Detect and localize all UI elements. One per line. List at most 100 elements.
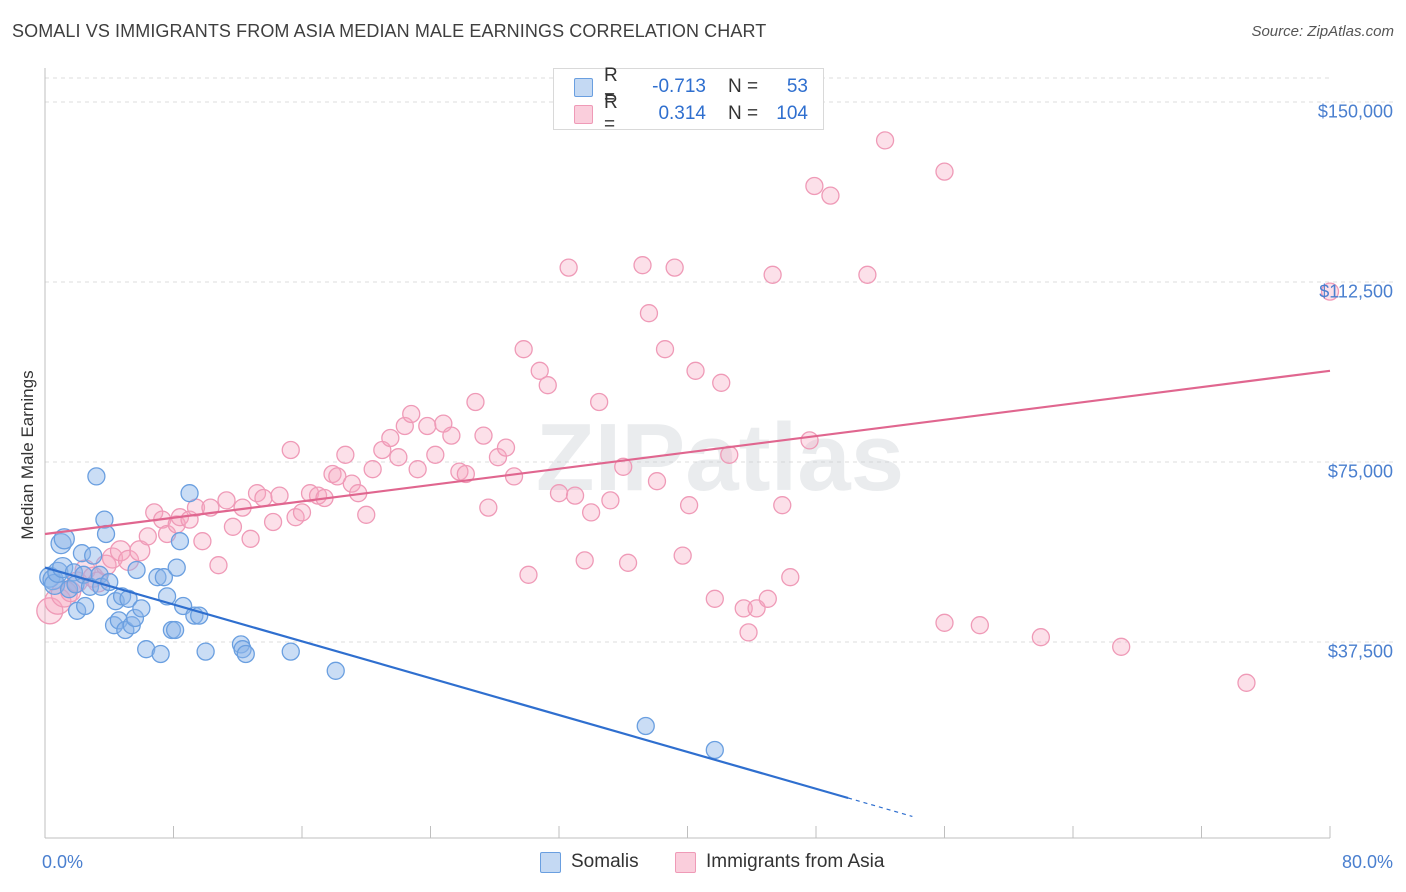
somali-point <box>151 644 170 664</box>
asia-point <box>402 404 421 424</box>
asia-point <box>418 416 437 436</box>
asia-point <box>739 623 758 642</box>
legend-r-label: R = <box>604 92 618 135</box>
asia-point <box>270 486 289 505</box>
asia-point <box>363 460 382 479</box>
somali-trend-extension <box>847 797 913 818</box>
somali-points <box>39 467 724 760</box>
bottom-legend-swatch-asia <box>675 851 696 873</box>
asia-point <box>408 460 427 479</box>
somali-point <box>165 620 185 640</box>
asia-point <box>734 599 753 618</box>
asia-point <box>618 553 638 572</box>
asia-point <box>223 517 243 536</box>
somali-point <box>236 644 255 664</box>
asia-point <box>1320 282 1340 301</box>
asia-point <box>875 131 895 150</box>
legend-r-value-asia: 0.314 <box>658 103 706 124</box>
asia-point <box>328 467 347 486</box>
asia-point <box>389 448 408 467</box>
legend-r-label: R = <box>604 65 618 108</box>
somali-point <box>95 510 114 529</box>
watermark: ZIPatlas <box>536 404 904 511</box>
somali-point <box>148 568 167 587</box>
axes <box>44 68 1331 839</box>
asia-point <box>479 498 498 517</box>
somali-point <box>326 661 345 680</box>
somali-point <box>87 467 106 486</box>
somali-point <box>125 608 145 628</box>
asia-point <box>590 392 609 412</box>
asia-point <box>673 546 692 565</box>
asia-point <box>633 256 652 275</box>
legend-n-value-somalis: 53 <box>786 76 808 97</box>
asia-point <box>821 186 840 205</box>
asia-point <box>712 373 731 392</box>
somali-point <box>52 556 74 579</box>
grid-lines <box>45 77 1396 643</box>
asia-point <box>581 503 601 522</box>
legend-swatch-somalis <box>574 77 593 97</box>
legend-swatch-asia <box>574 104 593 124</box>
somali-point <box>72 544 92 563</box>
asia-point <box>456 464 475 484</box>
asia-point <box>559 258 578 277</box>
legend-row-asia: R = 0.314 N = 104 <box>574 92 808 135</box>
asia-point <box>639 304 659 323</box>
asia-point <box>575 551 594 570</box>
asia-point <box>323 464 342 484</box>
asia-point <box>805 176 824 196</box>
asia-point <box>101 547 124 569</box>
somali-point <box>127 560 146 580</box>
legend-row-somalis: R = -0.713 N = 53 <box>574 65 808 108</box>
asia-point <box>193 532 212 551</box>
asia-point <box>1112 637 1131 656</box>
asia-point <box>209 556 228 575</box>
asia-point <box>665 258 684 277</box>
legend-n-label: N = <box>728 76 759 97</box>
bottom-legend-label-asia: Immigrants from Asia <box>706 851 885 872</box>
asia-point <box>1237 673 1256 692</box>
legend-n-value-asia: 104 <box>776 103 808 124</box>
somali-point <box>167 558 186 577</box>
asia-point <box>773 496 792 515</box>
bottom-legend-label-somalis: Somalis <box>571 851 639 872</box>
asia-point <box>241 529 260 548</box>
y-tick-label: $75,000 <box>1327 461 1393 482</box>
asia-point <box>442 426 461 445</box>
asia-point <box>705 589 724 608</box>
asia-point <box>647 472 667 491</box>
legend-r-value-somalis: -0.713 <box>652 76 706 97</box>
somali-point <box>180 484 199 503</box>
somali-point <box>636 716 655 736</box>
chart-title: SOMALI VS IMMIGRANTS FROM ASIA MEDIAN MA… <box>12 21 767 41</box>
asia-point <box>565 486 585 505</box>
asia-point <box>342 474 361 493</box>
somali-point <box>705 740 724 760</box>
asia-point <box>496 438 516 457</box>
somali-point <box>196 642 215 661</box>
x-tick-label-max: 80.0% <box>1341 852 1393 872</box>
asia-point <box>858 265 877 284</box>
y-tick-label: $150,000 <box>1317 101 1393 122</box>
asia-point <box>263 512 283 532</box>
asia-point <box>758 589 777 608</box>
trend-lines <box>44 369 1331 818</box>
x-tick-label-min: 0.0% <box>42 852 84 872</box>
somali-point <box>53 528 75 550</box>
asia-point <box>781 568 800 587</box>
asia-point <box>357 505 376 524</box>
asia-point <box>800 431 819 450</box>
asia-trend-line <box>44 369 1331 536</box>
legend-n-label: N = <box>728 103 759 124</box>
somali-point <box>132 599 151 618</box>
somali-trend-line <box>44 566 849 800</box>
somali-point <box>84 546 103 565</box>
asia-point <box>614 457 633 476</box>
asia-point <box>1031 628 1051 647</box>
asia-point <box>474 426 493 445</box>
asia-point <box>519 565 538 584</box>
asia-point <box>655 340 675 359</box>
asia-point <box>530 361 549 380</box>
